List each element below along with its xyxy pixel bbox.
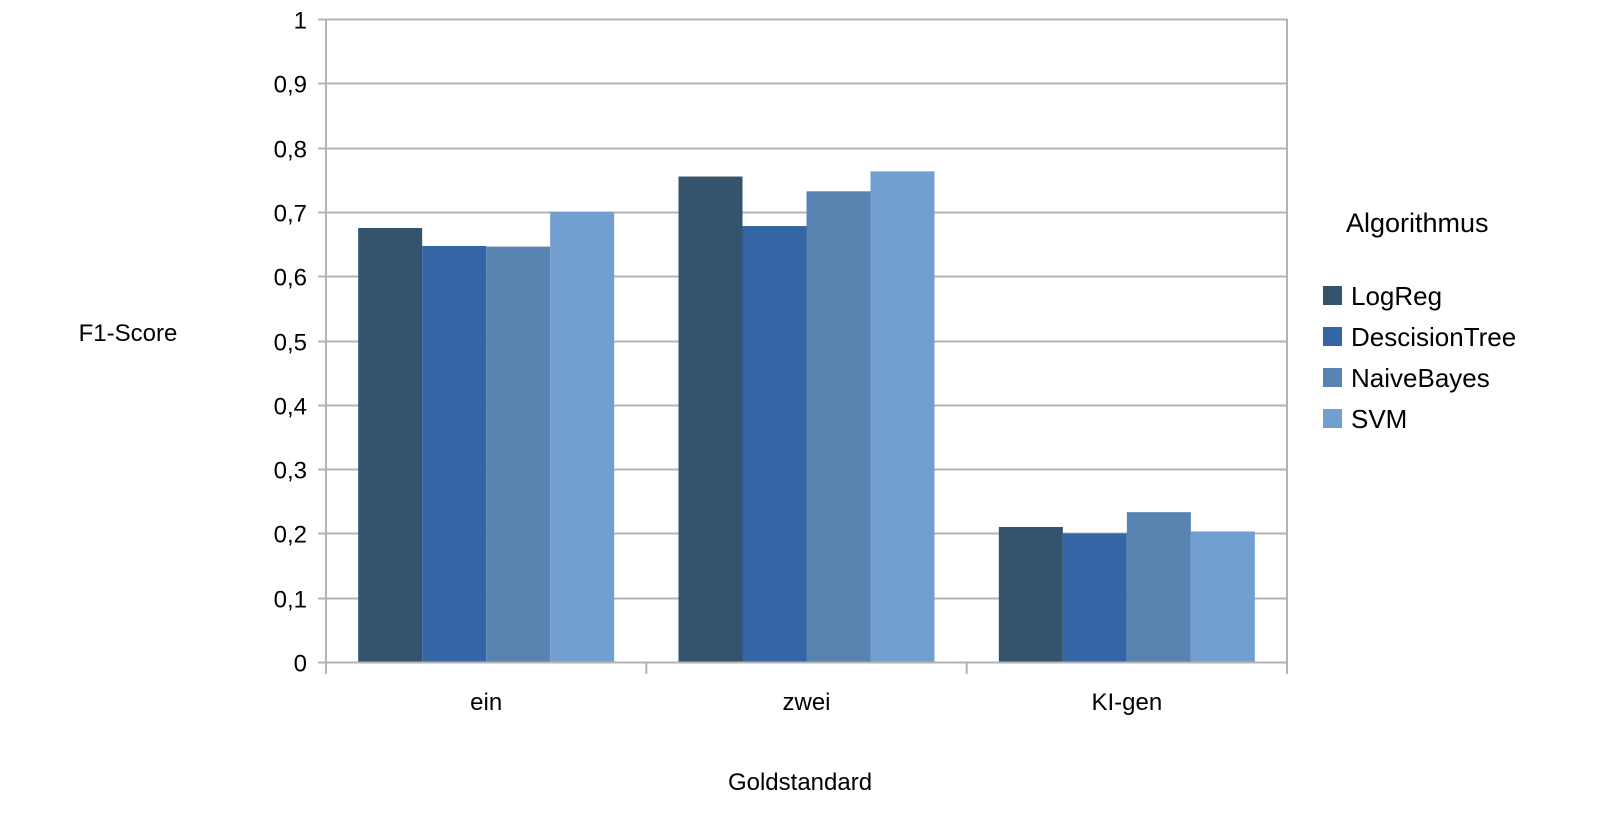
x-tick-label: zwei: [782, 689, 830, 716]
y-tick-label: 0,4: [274, 394, 307, 421]
bar-descisiontree: [1062, 533, 1127, 662]
legend-swatch-naivebayes: [1323, 368, 1342, 387]
y-tick-label: 0,2: [274, 522, 307, 549]
x-axis-title: Goldstandard: [728, 769, 872, 796]
y-tick-label: 1: [294, 8, 307, 35]
bar-descisiontree: [422, 245, 487, 662]
bar-descisiontree: [742, 226, 807, 662]
axes: [318, 18, 1288, 674]
y-tick-label: 0,5: [274, 330, 307, 357]
y-tick-label: 0: [294, 651, 307, 678]
bar-svm: [1190, 531, 1255, 662]
y-axis-title: F1-Score: [79, 320, 178, 347]
legend-label-svm: SVM: [1351, 404, 1407, 434]
x-tick-label: ein: [470, 689, 502, 716]
y-tick-label: 0,9: [274, 72, 307, 99]
legend-title: Algorithmus: [1346, 208, 1489, 238]
bars: [358, 171, 1255, 663]
legend-swatch-svm: [1323, 409, 1342, 428]
bar-svm: [870, 171, 935, 663]
legend: Algorithmus LogReg DescisionTree NaiveBaye…: [1323, 208, 1516, 434]
y-tick-label: 0,1: [274, 587, 307, 614]
bar-naivebayes: [486, 246, 551, 662]
y-tick-label: 0,3: [274, 458, 307, 485]
bar-svm: [550, 211, 615, 662]
y-tick-label: 0,8: [274, 137, 307, 164]
legend-label-naivebayes: NaiveBayes: [1351, 363, 1490, 393]
legend-label-logreg: LogReg: [1351, 281, 1442, 311]
bar-logreg: [358, 227, 423, 662]
labels: F1-Score Goldstandard 0 0,1 0,2 0,3 0,4 0,5 0,…: [79, 8, 1163, 797]
bar-logreg: [998, 526, 1063, 662]
bar-naivebayes: [806, 191, 871, 662]
y-tick-label: 0,7: [274, 201, 307, 228]
bar-naivebayes: [1126, 512, 1191, 662]
bar-logreg: [678, 176, 743, 662]
y-tick-label: 0,6: [274, 265, 307, 292]
legend-swatch-descisiontree: [1323, 327, 1342, 346]
legend-label-descisiontree: DescisionTree: [1351, 322, 1516, 352]
legend-swatch-logreg: [1323, 286, 1342, 305]
x-tick-label: KI-gen: [1091, 689, 1162, 716]
